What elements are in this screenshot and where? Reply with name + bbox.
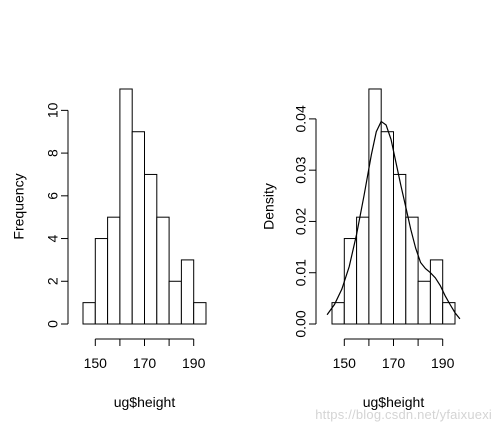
density-histogram-panel: 0.00 0.01 0.02 0.03 0.04 150 170 190 ug$height De… [261, 88, 461, 410]
bar [180, 259, 195, 325]
y-axis-label: Frequency [11, 173, 27, 239]
y-tick-label: 2 [45, 277, 61, 285]
bar [156, 216, 170, 325]
x-axis-label: ug$height [114, 394, 176, 410]
x-tick-label: 190 [431, 355, 455, 371]
x-tick-label: 150 [84, 355, 108, 371]
x-tick-label: 170 [382, 355, 406, 371]
x-axis-label: ug$height [363, 394, 425, 410]
y-tick-label: 0.01 [293, 259, 309, 286]
bar [356, 216, 370, 325]
y-tick-label: 0.04 [293, 105, 309, 132]
y-tick-label: 10 [45, 102, 61, 118]
y-tick-label: 4 [45, 234, 61, 242]
y-tick-label: 0 [45, 320, 61, 328]
frequency-histogram-panel: 0 2 4 6 8 10 150 170 190 ug$height Frequency [11, 88, 207, 410]
y-tick-label: 6 [45, 192, 61, 200]
y-tick-label: 0.02 [293, 208, 309, 235]
bar [429, 259, 444, 325]
bar [119, 88, 133, 325]
y-tick-label: 0.00 [293, 310, 309, 337]
bar [343, 238, 358, 325]
x-tick-label: 150 [333, 355, 357, 371]
y-axis-label: Density [261, 183, 277, 230]
x-tick-label: 190 [182, 355, 206, 371]
bar [82, 302, 96, 325]
bar [94, 238, 109, 325]
bar [442, 302, 456, 325]
watermark: https://blog.csdn.net/yfaixuexi [315, 407, 492, 422]
bar [417, 280, 431, 325]
bar [144, 173, 158, 325]
bar [131, 131, 145, 325]
y-tick-label: 8 [45, 149, 61, 157]
bar [193, 302, 207, 325]
bar [380, 131, 395, 325]
bar [107, 216, 121, 325]
bar [168, 280, 182, 325]
density-curve [326, 120, 461, 320]
x-tick-label: 170 [133, 355, 157, 371]
y-tick-label: 0.03 [293, 156, 309, 183]
